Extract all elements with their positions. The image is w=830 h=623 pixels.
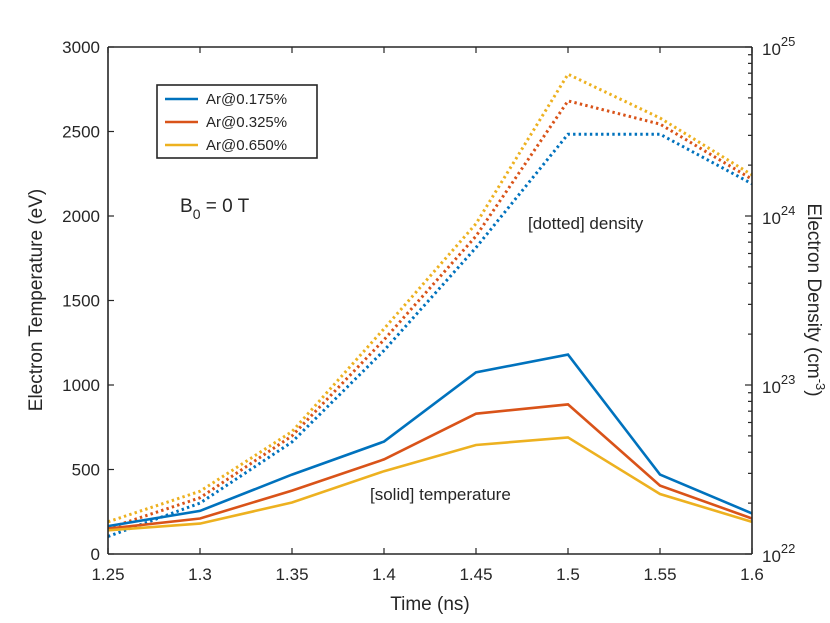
y-axis-right-title-main: Electron Density (cm — [803, 203, 824, 378]
y-right-tick-label-3: 1025 — [762, 34, 795, 59]
y-left-tick-label-1: 500 — [72, 461, 100, 480]
legend: Ar@0.175% Ar@0.325% Ar@0.650% — [156, 84, 318, 159]
density-line-1 — [107, 99, 753, 530]
y-axis-right-title-sup: -3 — [813, 379, 828, 391]
legend-label-0: Ar@0.175% — [206, 91, 287, 108]
temperature-line-1 — [107, 403, 753, 530]
temperature-line-0 — [107, 353, 753, 528]
x-tick-label-5: 1.5 — [556, 565, 580, 584]
y-left-tick-label-4: 2000 — [62, 207, 100, 226]
x-tick-label-2: 1.35 — [275, 565, 308, 584]
y-axis-right-title: Electron Density (cm-3) — [803, 203, 828, 396]
b-field-sub: 0 — [193, 206, 201, 222]
x-tick-label-3: 1.4 — [372, 565, 396, 584]
y-right-tick-label-0: 1022 — [762, 541, 795, 566]
series-layer — [107, 72, 753, 538]
density-annotation: [dotted] density — [528, 214, 644, 233]
x-tick-label-0: 1.25 — [91, 565, 124, 584]
b-field-annotation: B0 = 0 T — [180, 196, 250, 222]
legend-label-2: Ar@0.650% — [206, 137, 287, 154]
y-right-tick-label-1: 1023 — [762, 372, 795, 397]
b-field-rest: = 0 T — [200, 196, 249, 217]
b-field-main: B — [180, 196, 193, 217]
temperature-annotation: [solid] temperature — [370, 485, 511, 504]
x-axis-title: Time (ns) — [390, 594, 470, 615]
y-axis-right-title-close: ) — [803, 390, 824, 396]
y-left-tick-label-6: 3000 — [62, 38, 100, 57]
temperature-line-2 — [107, 436, 753, 532]
x-tick-label-7: 1.6 — [740, 565, 764, 584]
y-left-tick-label-3: 1500 — [62, 292, 100, 311]
legend-label-1: Ar@0.325% — [206, 114, 287, 131]
y-right-tick-label-2: 1024 — [762, 203, 795, 228]
y-axis-left-title: Electron Temperature (eV) — [26, 189, 47, 411]
x-tick-label-4: 1.45 — [459, 565, 492, 584]
density-line-0 — [107, 132, 753, 538]
y-left-tick-label-2: 1000 — [62, 376, 100, 395]
ticks-layer: 1.25 1.3 1.35 1.4 1.45 1.5 1.55 1.6 0 500 1000 1500… — [62, 34, 795, 584]
x-tick-label-6: 1.55 — [643, 565, 676, 584]
y-left-tick-label-5: 2500 — [62, 123, 100, 142]
x-tick-label-1: 1.3 — [188, 565, 212, 584]
y-left-tick-label-0: 0 — [91, 545, 100, 564]
